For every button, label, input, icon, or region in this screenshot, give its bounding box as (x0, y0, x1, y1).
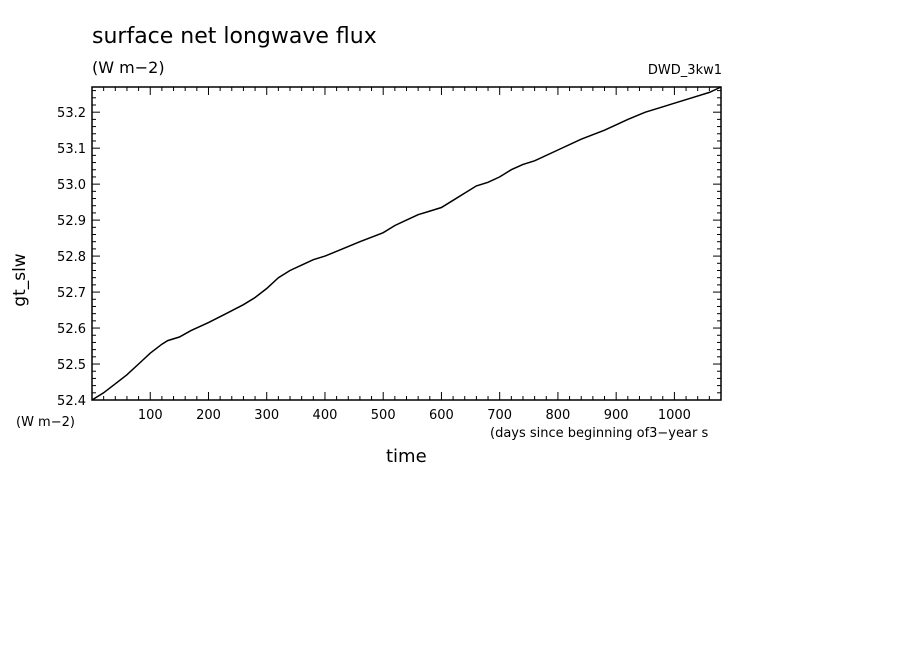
axis-ticks (92, 87, 721, 400)
x-tick-label: 600 (429, 408, 454, 423)
x-tick-label: 300 (254, 408, 279, 423)
series-line (91, 86, 722, 401)
chart-title: surface net longwave flux (92, 24, 377, 49)
axis-tick-labels: 100 200 300 400 500 600 700 800 900 1000 52.4 52.5 5… (57, 106, 691, 423)
y-tick-label: 53.0 (57, 178, 86, 193)
chart-units: (W m−2) (92, 58, 165, 77)
run-id: DWD_3kw1 (647, 63, 722, 78)
x-tick-label: 700 (487, 408, 512, 423)
y-tick-label: 52.5 (57, 358, 86, 373)
x-tick-label: 500 (371, 408, 396, 423)
y-tick-label: 53.2 (57, 106, 86, 121)
x-tick-label: 800 (546, 408, 571, 423)
x-tick-label: 400 (313, 408, 338, 423)
y-tick-label: 52.9 (57, 214, 86, 229)
y-tick-label: 52.6 (57, 322, 86, 337)
y-tick-label: 52.7 (57, 286, 86, 301)
y-tick-label: 53.1 (57, 142, 86, 157)
plot-frame (91, 86, 722, 401)
x-tick-label: 1000 (658, 408, 691, 423)
y-axis-units: (W m−2) (16, 415, 75, 430)
y-tick-label: 52.8 (57, 250, 86, 265)
x-tick-label: 100 (138, 408, 163, 423)
y-tick-label: 52.4 (57, 394, 86, 409)
x-axis-label: time (386, 446, 427, 467)
x-axis-units: (days since beginning of3−year s (490, 426, 709, 441)
y-axis-label: gt_slw (10, 253, 30, 307)
x-tick-label: 900 (604, 408, 629, 423)
x-tick-label: 200 (196, 408, 221, 423)
